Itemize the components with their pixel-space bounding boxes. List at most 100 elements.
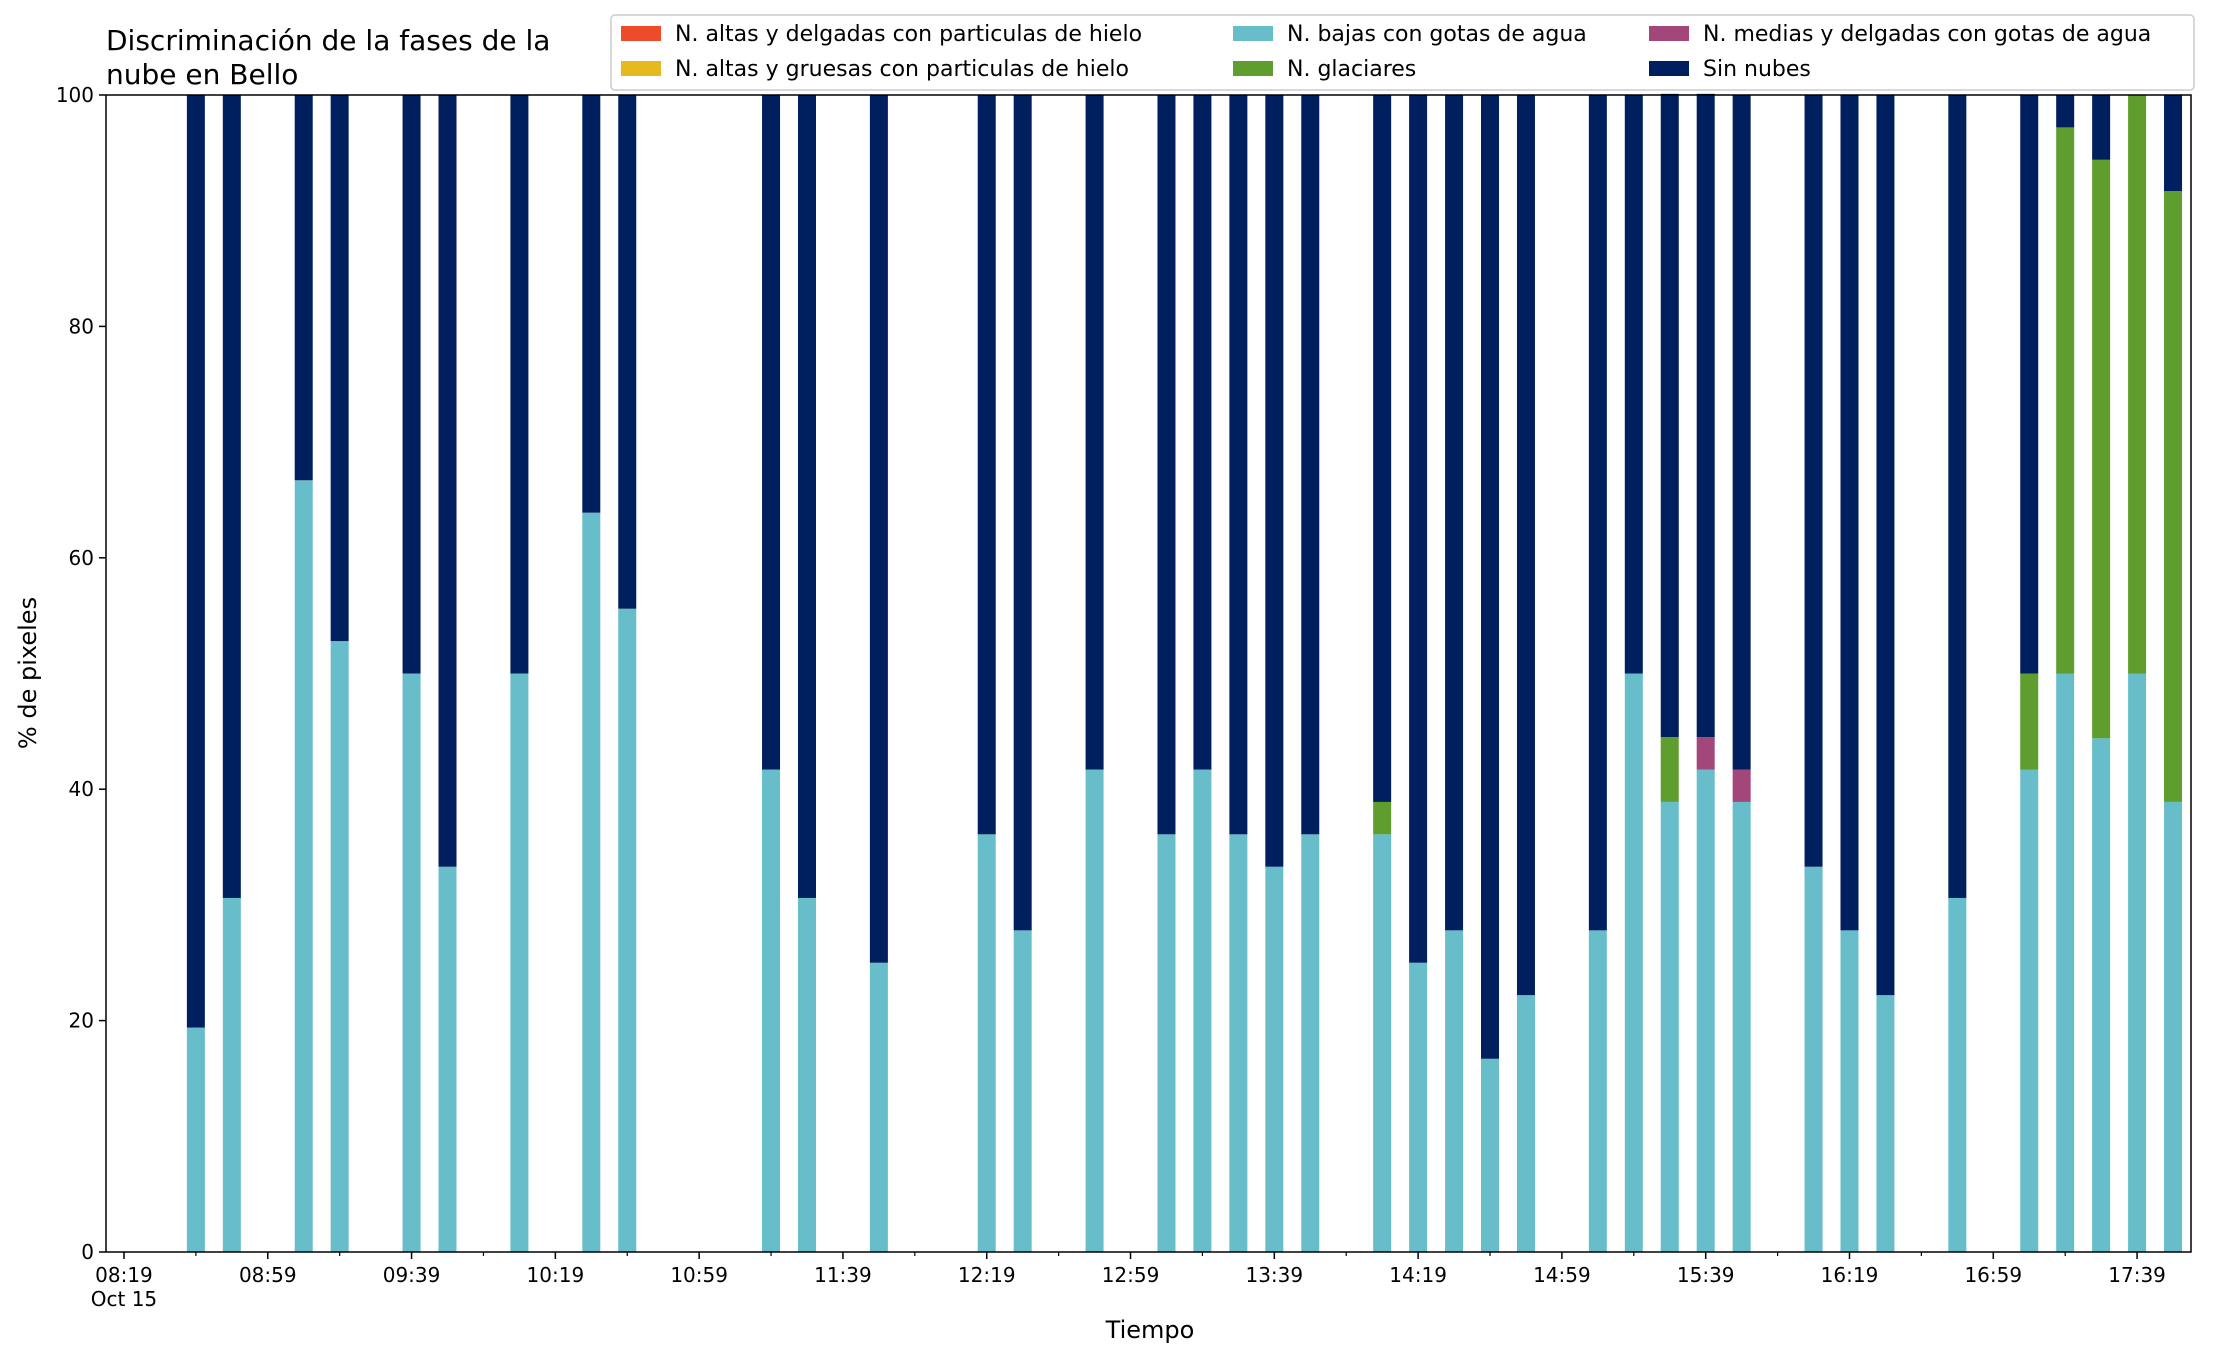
y-tick-label: 40 xyxy=(69,777,94,801)
y-tick-label: 60 xyxy=(69,546,94,570)
bar-0919-series-2 xyxy=(330,641,349,1252)
x-tick-label: 11:39 xyxy=(814,1263,872,1287)
bar-1339-series-2 xyxy=(1265,866,1284,1252)
x-tick-label: 13:39 xyxy=(1245,1263,1303,1287)
bar-1349-series-2 xyxy=(1301,834,1320,1252)
bar-1629-series-5 xyxy=(1876,95,1895,996)
y-axis: 0 20 40 60 80 100 xyxy=(56,83,106,1264)
x-tick-label: 10:59 xyxy=(670,1263,728,1287)
chart-title-line-1: Discriminación de la fases de la xyxy=(106,24,550,57)
chart-title-line-2: nube en Bello xyxy=(106,58,298,91)
y-axis-label: % de pixeles xyxy=(14,597,42,749)
bar-1009-series-5 xyxy=(510,95,529,674)
x-tick-label: 08:59 xyxy=(239,1263,297,1287)
legend-label: N. glaciares xyxy=(1287,57,1416,82)
x-axis-label: Tiempo xyxy=(1105,1316,1195,1344)
bar-1629-series-2 xyxy=(1876,995,1895,1252)
bar-1709-series-5 xyxy=(2020,95,2039,674)
bar-1339-series-5 xyxy=(1265,95,1284,867)
x-tick-label: 09:39 xyxy=(383,1263,441,1287)
y-tick-label: 80 xyxy=(69,314,94,338)
legend-label: N. bajas con gotas de agua xyxy=(1287,22,1587,47)
legend-swatch xyxy=(1233,26,1273,41)
bar-1749-series-5 xyxy=(2164,95,2183,192)
bar-1719-series-5 xyxy=(2056,95,2075,128)
bar-1329-series-5 xyxy=(1229,95,1248,835)
legend-swatch xyxy=(1233,61,1273,76)
bar-0909-series-2 xyxy=(294,480,313,1252)
bar-1509-series-5 xyxy=(1588,95,1607,931)
bar-1309-series-2 xyxy=(1157,834,1176,1252)
x-tick-sublabel: Oct 15 xyxy=(91,1287,157,1311)
bar-1229-series-5 xyxy=(1013,95,1032,931)
bar-1549-series-2 xyxy=(1732,801,1751,1252)
legend-swatch xyxy=(621,61,661,76)
bar-1619-series-5 xyxy=(1840,95,1859,931)
bars-group xyxy=(186,93,2183,1252)
bar-1539-series-2 xyxy=(1696,769,1715,1252)
bar-1649-series-5 xyxy=(1948,95,1967,898)
x-tick-label: 10:19 xyxy=(527,1263,585,1287)
bar-1039-series-5 xyxy=(618,95,637,609)
bar-1409-series-3 xyxy=(1373,801,1392,835)
bar-1539-series-5 xyxy=(1696,93,1715,738)
bar-1129-series-2 xyxy=(797,897,816,1252)
bar-0849-series-5 xyxy=(222,95,241,898)
legend: N. altas y delgadas con particulas de hi… xyxy=(610,14,2195,91)
bar-1529-series-3 xyxy=(1660,737,1679,802)
bar-1219-series-5 xyxy=(977,95,996,835)
bar-1749-series-3 xyxy=(2164,191,2183,802)
bar-1719-series-2 xyxy=(2056,673,2075,1252)
bar-0909-series-5 xyxy=(294,95,313,481)
x-tick-label: 15:39 xyxy=(1677,1263,1735,1287)
x-tick-label: 14:19 xyxy=(1389,1263,1447,1287)
bar-1409-series-5 xyxy=(1373,95,1392,802)
bar-0849-series-2 xyxy=(222,897,241,1252)
bar-1029-series-5 xyxy=(582,95,601,513)
bar-1429-series-5 xyxy=(1445,95,1464,931)
bar-1249-series-5 xyxy=(1085,95,1104,770)
bar-0949-series-2 xyxy=(438,866,457,1252)
bar-1529-series-5 xyxy=(1660,93,1679,738)
x-tick-label: 12:19 xyxy=(958,1263,1016,1287)
bar-1429-series-2 xyxy=(1445,930,1464,1252)
bar-1609-series-5 xyxy=(1804,95,1823,867)
bar-1729-series-3 xyxy=(2092,159,2111,739)
legend-label: Sin nubes xyxy=(1703,57,1811,82)
legend-label: N. medias y delgadas con gotas de agua xyxy=(1703,22,2151,47)
bar-1619-series-2 xyxy=(1840,930,1859,1252)
x-tick-label: 16:19 xyxy=(1821,1263,1879,1287)
legend-swatch xyxy=(1649,61,1689,76)
y-tick-label: 0 xyxy=(81,1240,94,1264)
x-tick-label: 16:59 xyxy=(1964,1263,2022,1287)
legend-swatch xyxy=(621,26,661,41)
legend-box xyxy=(610,14,2195,91)
bar-1549-series-5 xyxy=(1732,95,1751,770)
bar-1009-series-2 xyxy=(510,673,529,1252)
bar-1149-series-2 xyxy=(869,962,888,1252)
bar-1319-series-5 xyxy=(1193,95,1212,770)
legend-swatch xyxy=(1649,26,1689,41)
bar-1539-series-4 xyxy=(1696,737,1715,770)
bar-1249-series-2 xyxy=(1085,769,1104,1252)
bar-1439-series-2 xyxy=(1481,1058,1500,1252)
bar-1729-series-5 xyxy=(2092,95,2111,160)
bar-1039-series-2 xyxy=(618,608,637,1252)
x-tick-label: 08:19 xyxy=(95,1263,153,1287)
bar-1029-series-2 xyxy=(582,512,601,1252)
bar-1609-series-2 xyxy=(1804,866,1823,1252)
bar-1509-series-2 xyxy=(1588,930,1607,1252)
y-tick-label: 20 xyxy=(69,1009,94,1033)
x-tick-label: 12:59 xyxy=(1102,1263,1160,1287)
bar-0919-series-5 xyxy=(330,95,349,642)
legend-label: N. altas y delgadas con particulas de hi… xyxy=(675,22,1142,47)
bar-1349-series-5 xyxy=(1301,95,1320,835)
bar-1419-series-2 xyxy=(1409,962,1428,1252)
bar-1409-series-2 xyxy=(1373,834,1392,1252)
bar-0939-series-2 xyxy=(402,673,421,1252)
x-tick-label: 14:59 xyxy=(1533,1263,1591,1287)
bar-1119-series-2 xyxy=(762,769,781,1252)
bar-0949-series-5 xyxy=(438,95,457,867)
